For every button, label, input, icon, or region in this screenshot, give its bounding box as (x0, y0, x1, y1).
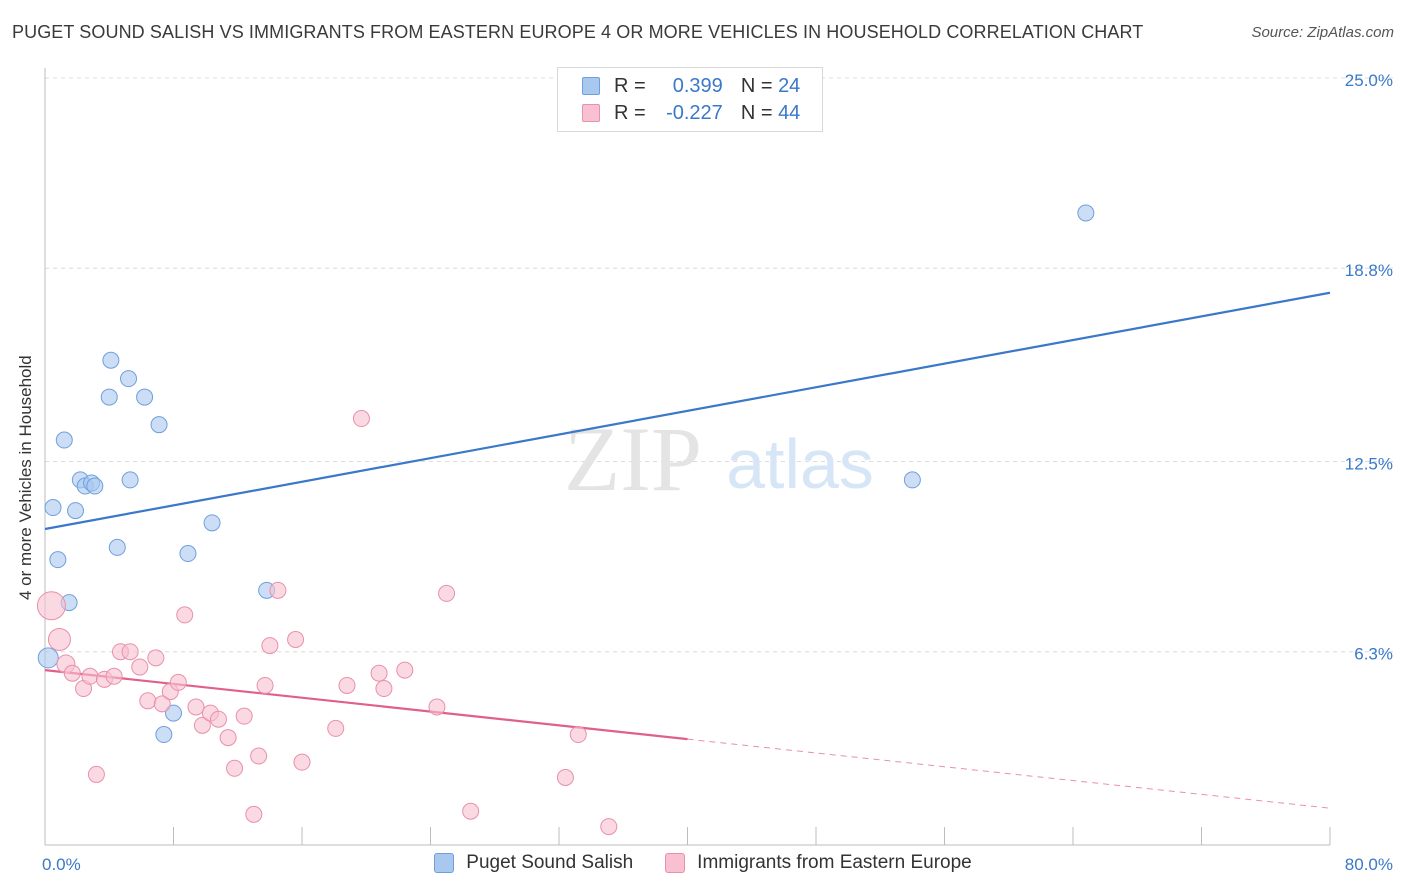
data-point (396, 661, 414, 679)
grid-lines (45, 77, 1394, 653)
data-point (165, 704, 182, 722)
y-tick-label: 18.8% (1345, 261, 1393, 280)
watermark-zip: ZIP (564, 408, 702, 510)
data-point (338, 676, 356, 694)
legend-row-salish: R = 0.399 N = 24 (582, 74, 800, 98)
data-point (37, 647, 59, 669)
legend-r-value: 0.399 (672, 74, 723, 97)
x-tick-label-max: 80.0% (1345, 855, 1393, 874)
data-point (36, 591, 66, 621)
data-point (67, 502, 85, 520)
data-point (176, 606, 194, 624)
data-point (903, 471, 921, 489)
data-point (121, 471, 139, 489)
data-point (105, 667, 123, 685)
legend-n-value: 44 (778, 101, 801, 124)
legend-n-label: N = (740, 101, 773, 124)
source-label: Source: ZipAtlas.com (1251, 24, 1394, 41)
data-point (352, 410, 370, 428)
data-point (153, 695, 171, 713)
legend-swatch-eastern-europe (582, 104, 600, 122)
data-point (81, 667, 99, 685)
data-point (438, 584, 456, 602)
y-tick-label: 12.5% (1345, 455, 1393, 474)
data-point (193, 716, 211, 734)
data-point (100, 388, 118, 406)
data-point (139, 692, 157, 710)
data-point (293, 753, 311, 771)
data-point (87, 765, 105, 783)
data-point (44, 499, 62, 517)
data-point (120, 370, 138, 388)
series-name-eastern-europe: Immigrants from Eastern Europe (697, 852, 972, 873)
data-point (428, 698, 446, 716)
legend-r-value: -0.227 (666, 101, 723, 124)
legend-r-label: R = (614, 101, 646, 124)
legend-n-value: 24 (778, 74, 801, 97)
data-point (375, 680, 393, 698)
data-point (235, 707, 253, 725)
data-point (556, 769, 574, 787)
trend-lines (44, 291, 1331, 809)
data-point (179, 545, 197, 563)
data-point (63, 664, 81, 682)
data-point (187, 698, 205, 716)
legend-row-eastern-europe: R = -0.227 N = 44 (582, 101, 800, 125)
data-point (245, 805, 263, 823)
data-point (250, 747, 268, 765)
data-point (569, 726, 587, 744)
axes (44, 68, 1331, 846)
data-point (131, 658, 149, 676)
trend-line-dashed-1 (687, 738, 1331, 809)
data-point (261, 637, 279, 655)
y-tick-label: 25.0% (1345, 71, 1393, 90)
series-name-salish: Puget Sound Salish (466, 852, 634, 873)
data-point (86, 477, 104, 495)
data-point (108, 538, 126, 556)
y-tick-label: 6.3% (1354, 645, 1393, 664)
data-point (150, 416, 168, 434)
data-point (47, 627, 71, 651)
watermark-atlas: atlas (726, 425, 874, 503)
legend: R = 0.399 N = 24 R = -0.227 N = 44 (557, 67, 823, 132)
data-point (287, 630, 305, 648)
data-point (55, 431, 73, 449)
legend-swatch-salish (582, 77, 600, 95)
data-point (169, 673, 187, 691)
data-point (269, 581, 287, 599)
data-point (49, 551, 67, 569)
x-tick-label-min: 0.0% (42, 855, 81, 874)
series-legend-salish: Puget Sound Salish (434, 852, 633, 874)
data-point (256, 676, 274, 694)
data-point (600, 818, 618, 836)
data-point (147, 649, 165, 667)
series-swatch-eastern-europe (665, 853, 686, 873)
data-point (462, 802, 480, 820)
data-point (102, 351, 120, 369)
data-point (209, 710, 227, 728)
series-legend-eastern-europe: Immigrants from Eastern Europe (665, 852, 972, 874)
trend-line-0 (44, 291, 1331, 531)
tick-labels: 6.3% 12.5% 18.8% 25.0% 0.0% 80.0% (42, 71, 1393, 874)
data-point (136, 388, 154, 406)
data-point (370, 664, 388, 682)
chart-title: PUGET SOUND SALISH VS IMMIGRANTS FROM EA… (12, 22, 1144, 42)
data-point (121, 643, 139, 661)
legend-r-label: R = (614, 74, 646, 97)
data-point (1077, 204, 1095, 222)
data-point (226, 759, 244, 777)
legend-n-label: N = (740, 74, 773, 97)
data-point (219, 729, 237, 747)
series-legend: Puget Sound Salish Immigrants from Easte… (0, 852, 1406, 874)
data-point (203, 514, 221, 532)
data-point (327, 719, 345, 737)
y-axis-label: 4 or more Vehicles in Household (16, 355, 35, 600)
series-swatch-salish (434, 853, 455, 873)
data-point (155, 726, 173, 744)
data-points (36, 204, 1095, 836)
